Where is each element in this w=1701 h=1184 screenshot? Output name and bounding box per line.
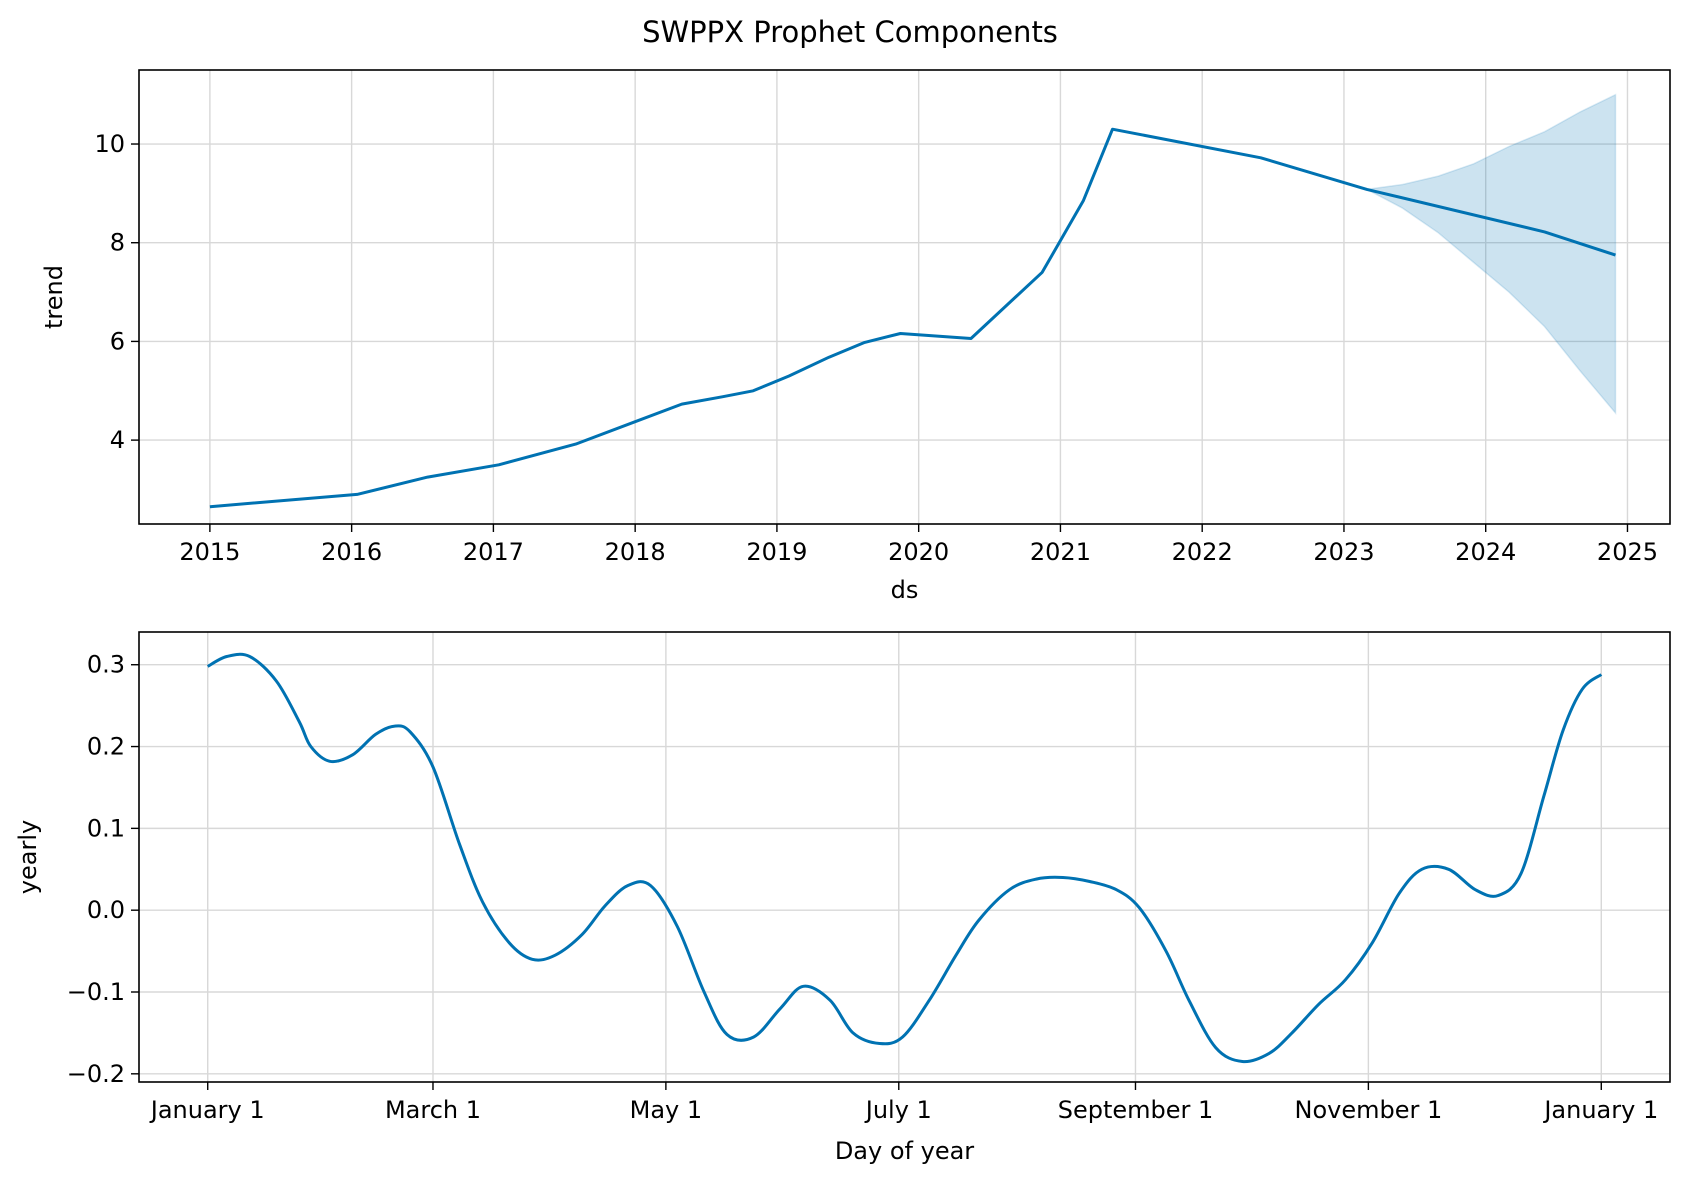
x-tick-label: 2020 [888, 538, 949, 566]
yearly-line [206, 652, 1603, 1064]
y-tick-label: −0.2 [67, 1060, 125, 1088]
x-tick-label: July 1 [864, 1096, 932, 1124]
y-tick-label: −0.1 [67, 978, 125, 1006]
x-tick-label: May 1 [630, 1096, 703, 1124]
x-tick-label: 2023 [1313, 538, 1374, 566]
x-tick-label: 2017 [463, 538, 524, 566]
yearly-y-ticks: −0.2 −0.1 0.0 0.1 0.2 0.3 [67, 651, 139, 1088]
trend-panel: 2015 2016 2017 2018 2019 2020 2021 2022 2023 2024… [40, 69, 1671, 604]
y-tick-label: 0.1 [87, 814, 125, 842]
x-tick-label: 2021 [1030, 538, 1091, 566]
x-tick-label: 2016 [321, 538, 382, 566]
trend-x-axis-label: ds [891, 576, 919, 604]
yearly-y-axis-label: yearly [14, 820, 42, 894]
x-tick-label: 2018 [605, 538, 666, 566]
x-tick-label: January 1 [1542, 1096, 1658, 1124]
yearly-axes-frame [138, 631, 1671, 1083]
yearly-x-ticks: January 1 March 1 May 1 July 1 September 1 No… [149, 1082, 1658, 1124]
x-tick-label: January 1 [149, 1096, 265, 1124]
yearly-grid [139, 632, 1670, 1082]
y-tick-label: 8 [110, 229, 125, 257]
y-tick-label: 0.0 [87, 896, 125, 924]
trend-x-ticks: 2015 2016 2017 2018 2019 2020 2021 2022 2023 2024… [179, 524, 1658, 566]
trend-y-ticks: 4 6 8 10 [94, 130, 139, 454]
trend-line [209, 127, 1616, 509]
y-tick-label: 0.3 [87, 651, 125, 679]
yearly-series [206, 652, 1603, 1064]
y-tick-label: 4 [110, 426, 125, 454]
yearly-x-axis-label: Day of year [835, 1137, 974, 1165]
figure-title: SWPPX Prophet Components [642, 15, 1058, 49]
y-tick-label: 6 [110, 327, 125, 355]
y-tick-label: 0.2 [87, 733, 125, 761]
x-tick-label: 2015 [179, 538, 240, 566]
trend-axes-frame [138, 69, 1671, 525]
x-tick-label: September 1 [1058, 1096, 1214, 1124]
x-tick-label: 2025 [1597, 538, 1658, 566]
trend-y-axis-label: trend [40, 265, 68, 329]
x-tick-label: March 1 [385, 1096, 481, 1124]
y-tick-label: 10 [94, 130, 125, 158]
x-tick-label: 2019 [746, 538, 807, 566]
x-tick-label: 2022 [1172, 538, 1233, 566]
yearly-panel: January 1 March 1 May 1 July 1 September 1 No… [14, 631, 1671, 1165]
x-tick-label: November 1 [1295, 1096, 1443, 1124]
x-tick-label: 2024 [1455, 538, 1516, 566]
trend-series [209, 127, 1616, 509]
